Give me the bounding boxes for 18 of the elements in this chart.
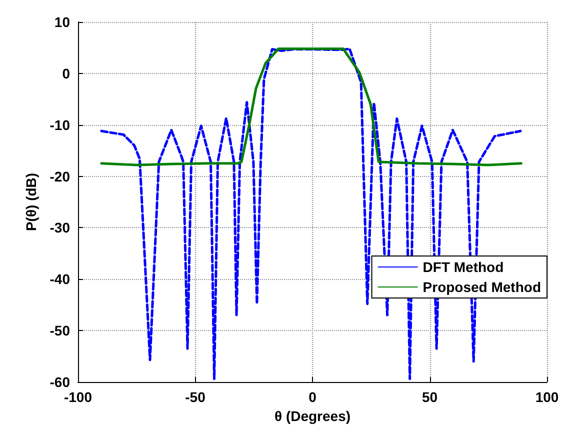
x-tick-label: -50 [185, 389, 206, 405]
x-axis-title: θ (Degrees) [274, 408, 351, 424]
y-axis-title: P(θ) (dB) [23, 172, 39, 232]
x-tick-label: 50 [422, 389, 438, 405]
legend-label: Proposed Method [422, 279, 542, 295]
y-tick-label: -40 [50, 271, 70, 288]
x-tick-label: 0 [308, 389, 317, 405]
y-tick-label: -60 [50, 374, 70, 390]
y-tick-label: 10 [54, 14, 70, 30]
x-tick-label: 100 [535, 389, 559, 405]
y-tick-label: 0 [62, 65, 70, 82]
y-tick-label: -10 [50, 116, 70, 133]
line-series [100, 47, 522, 166]
x-tick-label: -100 [64, 389, 92, 405]
y-tick-label: -50 [50, 322, 70, 339]
y-tick-label: -20 [50, 168, 70, 184]
legend-label: DFT Method [422, 259, 504, 275]
y-tick-label: -30 [50, 220, 70, 236]
